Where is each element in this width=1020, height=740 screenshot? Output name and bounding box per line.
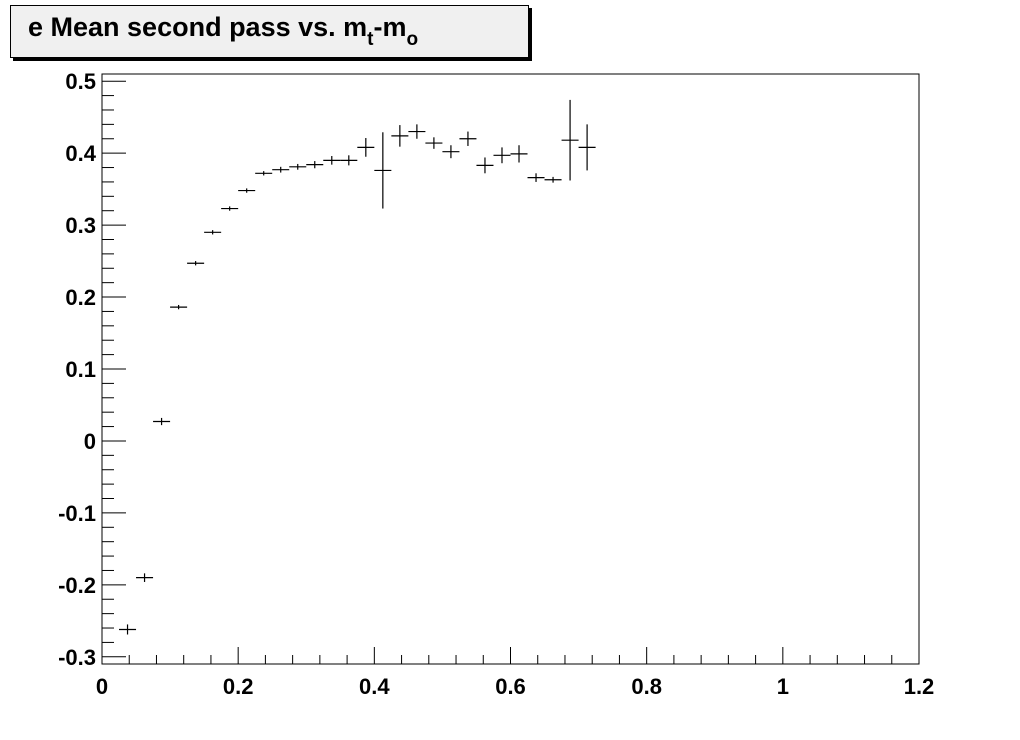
y-tick-label: 0.2: [65, 285, 96, 310]
data-point: [561, 99, 579, 181]
title-subscript-t: t: [367, 29, 374, 50]
data-point: [544, 176, 562, 183]
y-tick-label: 0.5: [65, 69, 96, 94]
y-axis-tick-labels: -0.3 -0.2 -0.1 0 0.1 0.2 0.3 0.4 0.5: [58, 69, 97, 670]
data-point: [323, 156, 341, 165]
title-box: e Mean second pass vs. mt-mo: [10, 5, 529, 58]
y-tick-label: -0.2: [58, 573, 96, 598]
y-tick-label: 0.4: [65, 141, 96, 166]
data-point: [340, 155, 358, 166]
x-tick-label: 1: [777, 674, 789, 699]
x-axis-tick-labels: 0 0.2 0.4 0.6 0.8 1 1.2: [96, 674, 934, 699]
y-tick-label: 0.3: [65, 213, 96, 238]
data-point: [357, 138, 375, 157]
y-axis-ticks: [102, 80, 126, 658]
data-point: [187, 261, 205, 266]
data-point: [136, 573, 154, 582]
data-point: [476, 157, 494, 174]
data-point: [255, 171, 273, 176]
data-point: [204, 230, 222, 235]
x-tick-label: 0.8: [631, 674, 662, 699]
data-point: [408, 124, 426, 139]
y-tick-label: 0: [84, 429, 96, 454]
title-middle: -m: [373, 12, 407, 42]
data-point: [459, 131, 477, 146]
y-tick-label: -0.3: [58, 645, 96, 670]
data-point: [272, 166, 290, 173]
data-points: [119, 99, 596, 635]
title-prefix: e Mean second pass vs. m: [28, 12, 368, 42]
x-tick-label: 1.2: [904, 674, 935, 699]
x-tick-label: 0.2: [223, 674, 254, 699]
data-point: [425, 137, 443, 149]
chart-title: e Mean second pass vs. mt-mo: [11, 12, 418, 51]
data-point: [238, 188, 256, 193]
title-subscript-o: o: [406, 29, 419, 50]
x-tick-label: 0.6: [495, 674, 526, 699]
data-point: [510, 145, 528, 163]
x-tick-label: 0: [96, 674, 108, 699]
data-point: [153, 417, 171, 426]
data-point: [306, 161, 324, 169]
data-point: [442, 145, 460, 159]
y-tick-label: -0.1: [58, 501, 96, 526]
data-point: [527, 173, 545, 182]
y-tick-label: 0.1: [65, 357, 96, 382]
plot-frame: [101, 73, 920, 665]
x-axis-ticks: [101, 647, 920, 664]
data-point: [289, 163, 307, 170]
data-point: [578, 124, 596, 171]
x-tick-label: 0.4: [359, 674, 390, 699]
data-point: [374, 132, 392, 209]
data-point: [493, 147, 511, 164]
data-point: [119, 624, 137, 635]
data-point: [391, 125, 409, 147]
data-point: [170, 304, 188, 310]
data-point: [221, 206, 239, 211]
